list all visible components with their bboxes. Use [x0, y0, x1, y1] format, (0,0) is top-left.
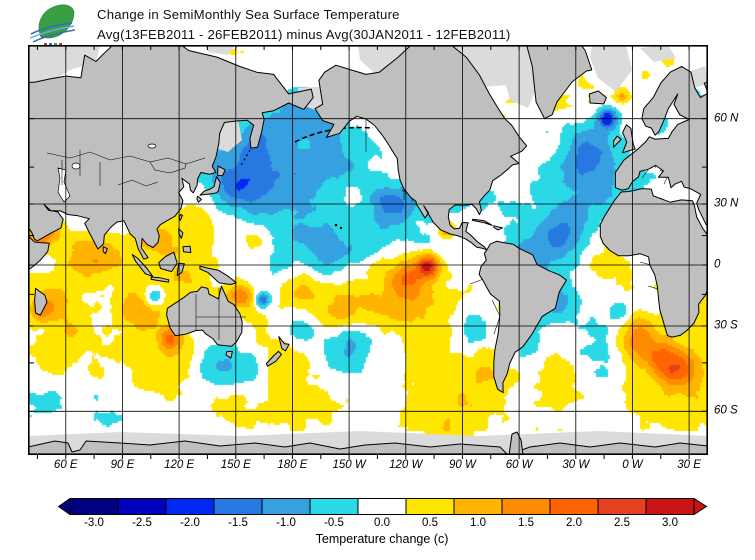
colorbar-tick: -1.0 [276, 517, 296, 529]
lat-label: 60 N [714, 112, 739, 125]
title-block: Change in SemiMonthly Sea Surface Temper… [97, 5, 511, 45]
colorbar-tick: 1.5 [518, 517, 534, 529]
lon-label: 120 E [164, 459, 195, 471]
lon-label: 60 E [53, 459, 78, 471]
colorbar-tick: -3.0 [84, 517, 104, 529]
lon-label: 0 W [622, 459, 643, 471]
lon-label: 30 E [677, 459, 701, 471]
land-masses [28, 45, 708, 455]
colorbar-tick: 0.5 [422, 517, 438, 529]
title-line-1: Change in SemiMonthly Sea Surface Temper… [97, 7, 400, 22]
world-map-overlay [28, 45, 708, 459]
lat-label: 0 [714, 258, 721, 271]
lon-label: 90 E [110, 459, 135, 471]
hawaii-islands [334, 223, 338, 227]
lon-label: 180 E [277, 459, 308, 471]
lon-label: 90 W [449, 459, 476, 471]
lat-label: 60 S [714, 404, 738, 417]
colorbar-tick: -1.5 [228, 517, 248, 529]
colorbar-tick: 2.0 [566, 517, 582, 529]
colorbar-label: Temperature change (c) [315, 532, 449, 546]
lon-label: 120 W [389, 459, 423, 471]
colorbar-tick: 1.0 [470, 517, 486, 529]
colorbar-scale [57, 497, 708, 516]
colorbar-tick: -2.5 [132, 517, 152, 529]
lon-label: 150 E [220, 459, 251, 471]
colorbar-tick: -0.5 [324, 517, 344, 529]
lat-label: 30 S [714, 319, 738, 332]
colorbar-tick: 3.0 [662, 517, 678, 529]
lon-label: 60 W [505, 459, 533, 471]
map-frame [28, 45, 708, 455]
land-masses [314, 45, 708, 455]
lon-label: 30 W [562, 459, 590, 471]
lon-label: 150 W [332, 459, 366, 471]
colorbar-tick: 0.0 [374, 517, 390, 529]
axis-ticks [29, 46, 707, 459]
colorbar-tick: 2.5 [614, 517, 630, 529]
title-line-2: Avg(13FEB2011 - 26FEB2011) minus Avg(30J… [97, 27, 511, 42]
agency-leaf-logo [29, 4, 76, 47]
lat-label: 30 N [714, 197, 739, 210]
graticule [28, 45, 708, 455]
colorbar-tick: -2.0 [180, 517, 200, 529]
colorbar: -3.0 -2.5 -2.0 -1.5 -1.0 -0.5 0.0 0.5 1.0 1.5 2.0 2… [57, 497, 708, 554]
kuril-islands [239, 149, 251, 168]
